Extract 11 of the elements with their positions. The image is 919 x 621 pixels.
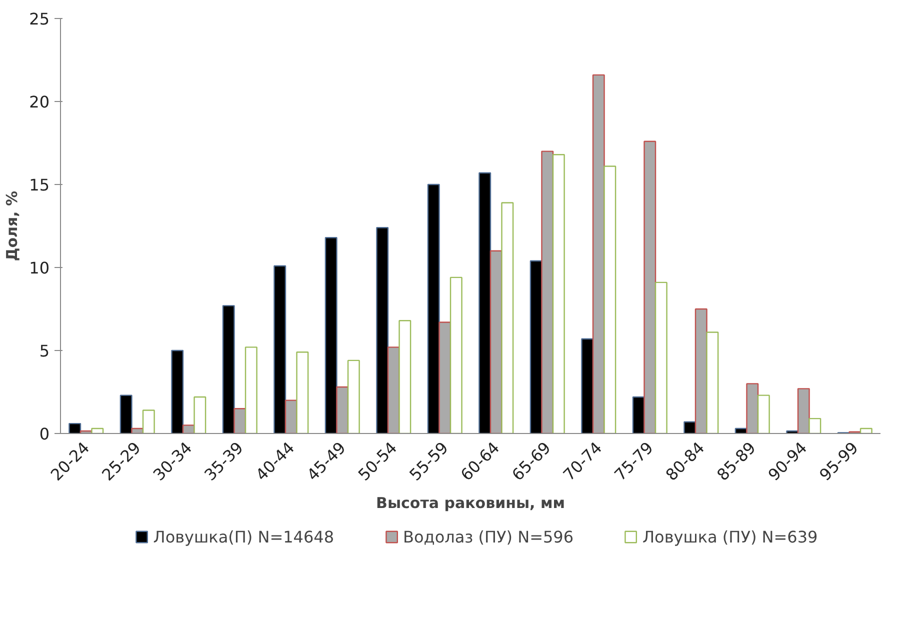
legend-label: Ловушка (ПУ) N=639 (642, 527, 818, 546)
y-tick-label: 0 (39, 424, 50, 444)
x-axis-title: Высота раковины, мм (376, 494, 565, 512)
y-tick-label: 20 (29, 92, 50, 112)
legend-label: Ловушка(П) N=14648 (153, 527, 334, 546)
y-tick-label: 25 (29, 10, 50, 28)
y-tick-label: 15 (29, 176, 50, 194)
y-axis-title: Доля, % (3, 190, 22, 262)
y-tick-label: 10 (29, 258, 50, 278)
legend-label: Водолаз (ПУ) N=596 (403, 527, 574, 546)
y-tick-label: 5 (39, 342, 50, 360)
